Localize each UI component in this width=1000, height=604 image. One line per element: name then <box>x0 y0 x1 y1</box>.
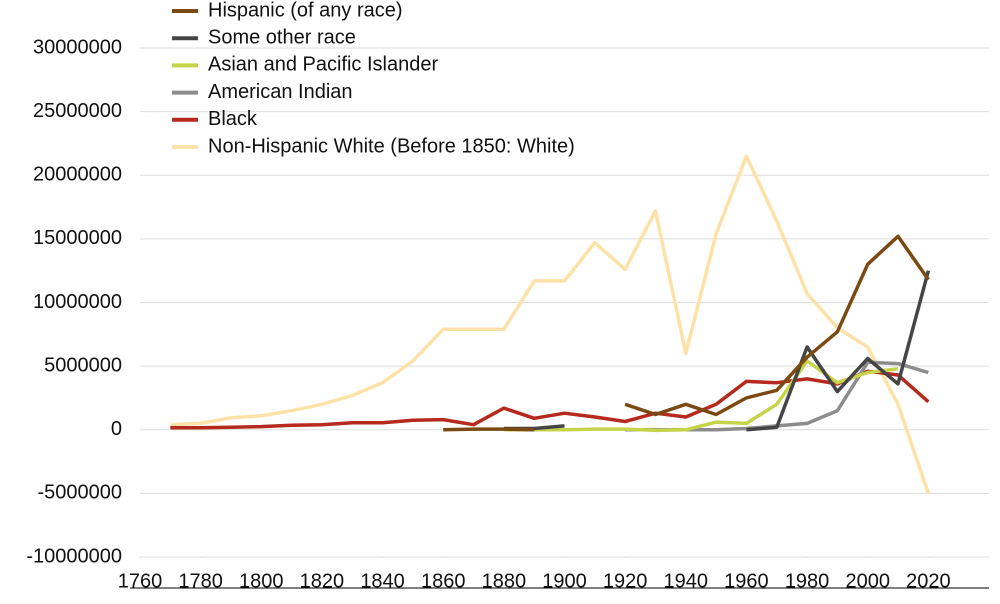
x-tick-label: 1920 <box>603 570 648 592</box>
x-tick-label: 1780 <box>178 570 223 592</box>
x-tick-label: 1880 <box>482 570 527 592</box>
series-line <box>170 369 930 430</box>
legend-label: Asian and Pacific Islander <box>208 54 438 76</box>
series-line <box>170 154 931 494</box>
x-tick-label: 1900 <box>542 570 587 592</box>
x-tick-label: 1860 <box>421 570 466 592</box>
x-tick-label: 2020 <box>906 570 951 592</box>
x-tick-label: 1980 <box>785 570 830 592</box>
y-tick-label: -10000000 <box>26 545 122 567</box>
y-tick-label: 0 <box>111 418 122 440</box>
series-line <box>503 359 899 433</box>
y-tick-label: 5000000 <box>44 354 122 376</box>
legend-label: Hispanic (of any race) <box>208 0 403 21</box>
x-tick-label: 1800 <box>239 570 284 592</box>
x-tick-label: 1840 <box>360 570 405 592</box>
legend-label: Black <box>208 108 258 130</box>
y-tick-label: 25000000 <box>33 100 122 122</box>
x-tick-label: 1760 <box>118 570 163 592</box>
x-tick-label: 1820 <box>300 570 345 592</box>
y-tick-label: 15000000 <box>33 227 122 249</box>
x-tick-label: 1940 <box>664 570 709 592</box>
x-tick-label: 2000 <box>845 570 890 592</box>
y-tick-label: -5000000 <box>37 482 122 504</box>
legend-label: Some other race <box>208 26 356 48</box>
y-tick-label: 10000000 <box>33 291 122 313</box>
y-tick-label: 20000000 <box>33 164 122 186</box>
legend-label: Non-Hispanic White (Before 1850: White) <box>208 135 575 157</box>
series-line <box>443 234 930 432</box>
x-tick-label: 1960 <box>724 570 769 592</box>
y-tick-label: 30000000 <box>33 36 122 58</box>
legend-label: American Indian <box>208 81 353 103</box>
